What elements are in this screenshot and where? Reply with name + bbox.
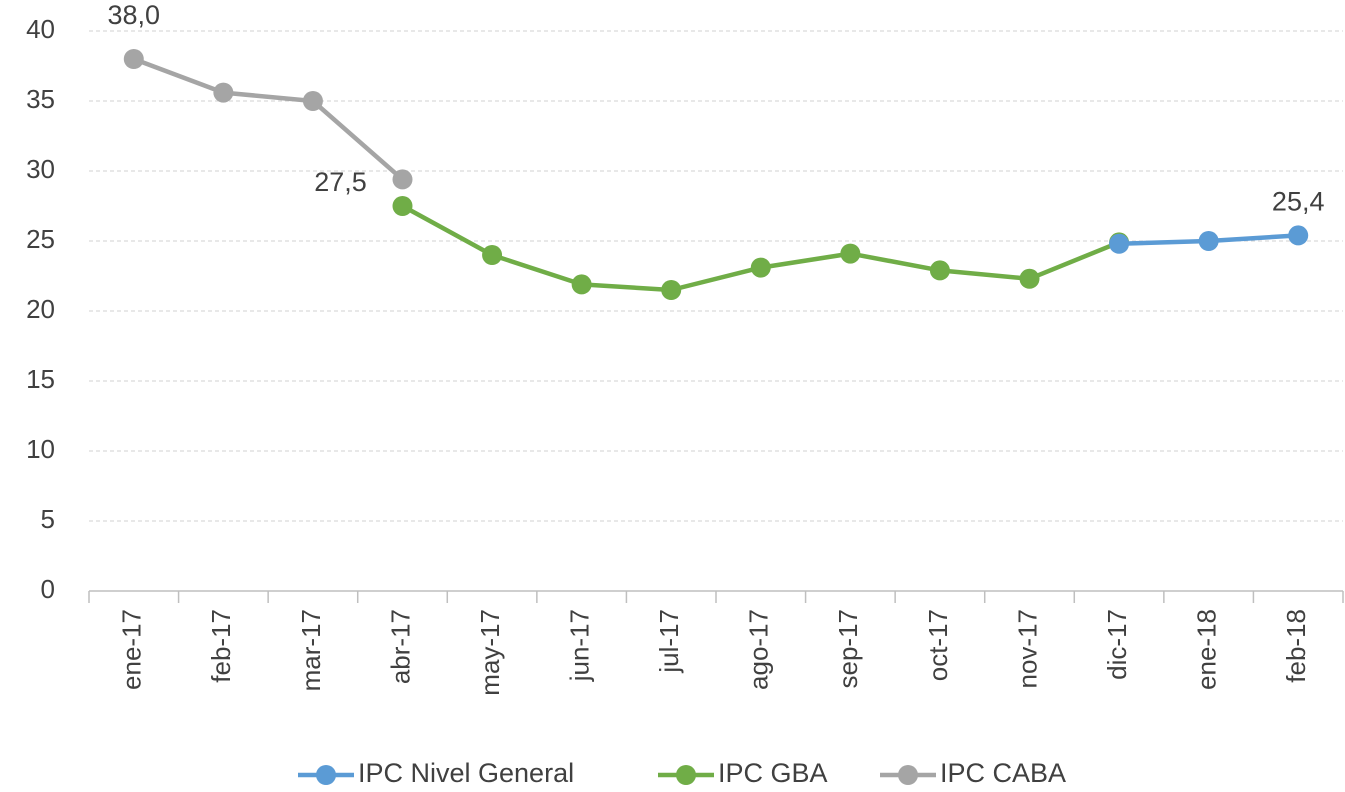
x-tick-label: ene-18 xyxy=(1192,609,1222,690)
data-point xyxy=(929,260,950,281)
x-tick-label: feb-17 xyxy=(206,609,236,683)
x-tick-label: sep-17 xyxy=(833,609,863,689)
data-point xyxy=(1198,231,1219,251)
data-point xyxy=(1019,268,1040,289)
legend-marker xyxy=(676,765,696,785)
data-point xyxy=(392,169,413,190)
x-tick-label: jun-17 xyxy=(565,609,595,682)
y-tick-label: 30 xyxy=(26,154,55,184)
legend-label: IPC CABA xyxy=(940,758,1066,788)
data-point xyxy=(392,196,413,216)
x-tick-label: nov-17 xyxy=(1012,609,1042,689)
data-label: 38,0 xyxy=(108,0,161,30)
y-tick-label: 0 xyxy=(41,574,55,604)
x-tick-label: oct-17 xyxy=(923,609,953,681)
y-tick-label: 10 xyxy=(26,434,55,464)
x-tick-label: ene-17 xyxy=(117,609,147,690)
data-point xyxy=(213,82,234,103)
data-point xyxy=(750,257,771,278)
legend-marker xyxy=(316,765,336,785)
data-point xyxy=(661,280,682,300)
x-tick-label: may-17 xyxy=(475,609,505,696)
x-tick-label: mar-17 xyxy=(296,609,326,691)
data-point xyxy=(571,274,592,295)
x-tick-label: ago-17 xyxy=(744,609,774,690)
data-point xyxy=(1109,233,1130,254)
y-tick-label: 5 xyxy=(41,504,55,534)
y-tick-label: 40 xyxy=(26,14,55,44)
legend-label: IPC Nivel General xyxy=(358,758,574,788)
data-point xyxy=(840,243,861,264)
series-line xyxy=(132,56,404,182)
x-tick-label: jul-17 xyxy=(654,609,684,674)
x-tick-label: dic-17 xyxy=(1102,609,1132,680)
data-point xyxy=(302,91,323,111)
y-tick-label: 15 xyxy=(26,364,55,394)
y-tick-label: 25 xyxy=(26,224,55,254)
data-point xyxy=(1288,225,1309,246)
y-tick-label: 35 xyxy=(26,84,55,114)
data-point xyxy=(482,245,503,265)
data-label: 25,4 xyxy=(1272,187,1325,217)
y-tick-label: 20 xyxy=(26,294,55,324)
data-point xyxy=(123,49,144,69)
legend-marker xyxy=(898,765,918,785)
data-label: 27,5 xyxy=(314,167,367,197)
x-tick-label: abr-17 xyxy=(385,609,415,684)
x-tick-label: feb-18 xyxy=(1281,609,1311,683)
legend-label: IPC GBA xyxy=(718,758,828,788)
